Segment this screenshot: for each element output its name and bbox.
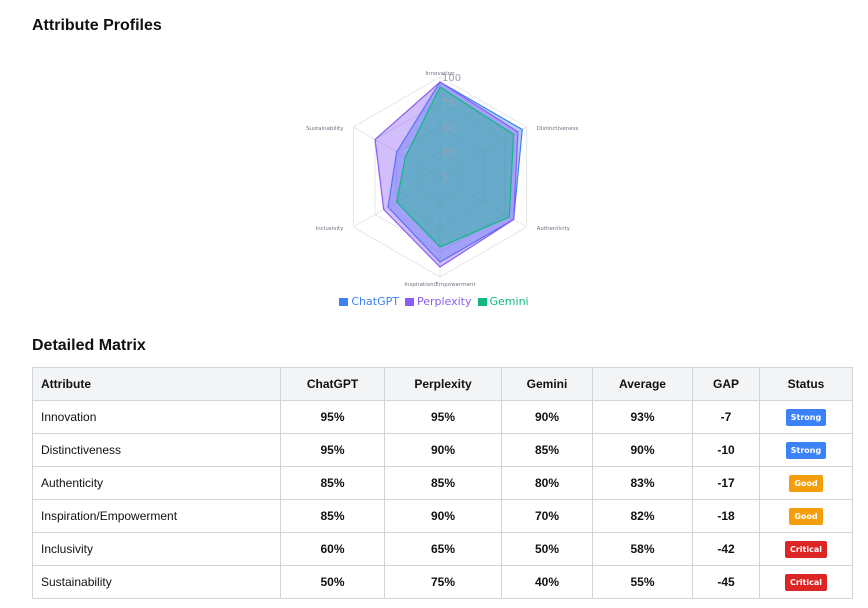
cell-average: 93% — [592, 400, 693, 434]
column-header: Perplexity — [384, 367, 502, 401]
cell-average: 90% — [592, 433, 693, 467]
table-row: Inclusivity 60% 65% 50% 58% -42 Critical — [32, 532, 853, 566]
chart-legend: ChatGPT Perplexity Gemini — [0, 295, 868, 308]
radar-axis-label: Inclusivity — [316, 226, 344, 232]
cell-gemini: 90% — [501, 400, 593, 434]
cell-gap: -18 — [692, 499, 760, 533]
legend-item[interactable]: Gemini — [477, 295, 529, 308]
cell-gap: -42 — [692, 532, 760, 566]
detailed-matrix-title: Detailed Matrix — [32, 337, 146, 354]
table-row: Sustainability 50% 75% 40% 55% -45 Critical — [32, 565, 853, 599]
cell-chatgpt: 85% — [280, 499, 385, 533]
radar-axis-label: Innovation — [425, 71, 455, 77]
cell-gemini: 85% — [501, 433, 593, 467]
legend-swatch — [404, 297, 414, 306]
column-header: Gemini — [501, 367, 593, 401]
radar-series-gemini — [396, 86, 515, 248]
legend-label: ChatGPT — [351, 295, 399, 308]
cell-average: 58% — [592, 532, 693, 566]
radar-tick-label: 50 — [442, 123, 455, 134]
cell-gemini: 70% — [501, 499, 593, 533]
column-header: ChatGPT — [280, 367, 385, 401]
cell-perplexity: 65% — [384, 532, 502, 566]
cell-status: Critical — [759, 565, 853, 599]
table-row: Distinctiveness 95% 90% 85% 90% -10 Strong — [32, 433, 853, 467]
cell-gemini: 50% — [501, 532, 593, 566]
column-header: Status — [759, 367, 853, 401]
cell-status: Good — [759, 499, 853, 533]
status-badge: Strong — [785, 441, 827, 459]
cell-gap: -10 — [692, 433, 760, 467]
cell-attribute: Authenticity — [32, 466, 281, 500]
radar-axis-label: Authenticity — [537, 226, 571, 232]
column-header: Attribute — [32, 367, 281, 401]
cell-gap: -45 — [692, 565, 760, 599]
cell-attribute: Inclusivity — [32, 532, 281, 566]
radar-tick-label: 0 — [442, 173, 448, 184]
legend-swatch — [477, 297, 487, 306]
cell-perplexity: 85% — [384, 466, 502, 500]
legend-swatch — [339, 297, 349, 306]
radar-series-perplexity — [374, 81, 519, 268]
cell-status: Good — [759, 466, 853, 500]
table-row: Inspiration/Empowerment 85% 90% 70% 82% -18 Go… — [32, 499, 853, 533]
cell-attribute: Innovation — [32, 400, 281, 434]
cell-chatgpt: 95% — [280, 400, 385, 434]
status-badge: Critical — [784, 540, 827, 558]
radar-spoke — [439, 126, 527, 178]
cell-chatgpt: 85% — [280, 466, 385, 500]
cell-attribute: Inspiration/Empowerment — [32, 499, 281, 533]
radar-tick-label: 25 — [442, 148, 455, 159]
status-badge: Strong — [785, 408, 827, 426]
radar-tick-label: 100 — [442, 73, 461, 84]
detailed-matrix-table: Attribute ChatGPT Perplexity Gemini Average G… — [32, 367, 853, 599]
cell-status: Strong — [759, 400, 853, 434]
cell-average: 55% — [592, 565, 693, 599]
cell-average: 83% — [592, 466, 693, 500]
status-badge: Critical — [784, 573, 827, 591]
legend-item[interactable]: ChatGPT — [339, 295, 399, 308]
cell-perplexity: 75% — [384, 565, 502, 599]
legend-label: Gemini — [489, 295, 529, 308]
column-header: GAP — [692, 367, 760, 401]
cell-gap: -17 — [692, 466, 760, 500]
cell-perplexity: 90% — [384, 433, 502, 467]
column-header: Average — [592, 367, 693, 401]
cell-gemini: 80% — [501, 466, 593, 500]
table-row: Innovation 95% 95% 90% 93% -7 Strong — [32, 400, 853, 434]
status-badge: Good — [789, 507, 823, 525]
radar-tick-label: 75 — [442, 98, 455, 109]
cell-chatgpt: 95% — [280, 433, 385, 467]
cell-status: Critical — [759, 532, 853, 566]
cell-average: 82% — [592, 499, 693, 533]
radar-spoke — [439, 176, 527, 228]
legend-label: Perplexity — [416, 295, 472, 308]
table-header-row: Attribute ChatGPT Perplexity Gemini Average G… — [32, 367, 853, 401]
cell-chatgpt: 50% — [280, 565, 385, 599]
radar-axis-label: Sustainability — [306, 126, 344, 132]
radar-series-chatgpt — [387, 81, 523, 263]
cell-attribute: Sustainability — [32, 565, 281, 599]
legend-item[interactable]: Perplexity — [404, 295, 472, 308]
cell-status: Strong — [759, 433, 853, 467]
cell-gap: -7 — [692, 400, 760, 434]
cell-chatgpt: 60% — [280, 532, 385, 566]
radar-axis-label: Inspiration/Empowerment — [404, 282, 476, 288]
cell-attribute: Distinctiveness — [32, 433, 281, 467]
cell-gemini: 40% — [501, 565, 593, 599]
radar-axis-label: Distinctiveness — [537, 126, 579, 132]
attribute-profiles-title: Attribute Profiles — [32, 17, 162, 34]
table-row: Authenticity 85% 85% 80% 83% -17 Good — [32, 466, 853, 500]
status-badge: Good — [789, 474, 823, 492]
cell-perplexity: 90% — [384, 499, 502, 533]
cell-perplexity: 95% — [384, 400, 502, 434]
